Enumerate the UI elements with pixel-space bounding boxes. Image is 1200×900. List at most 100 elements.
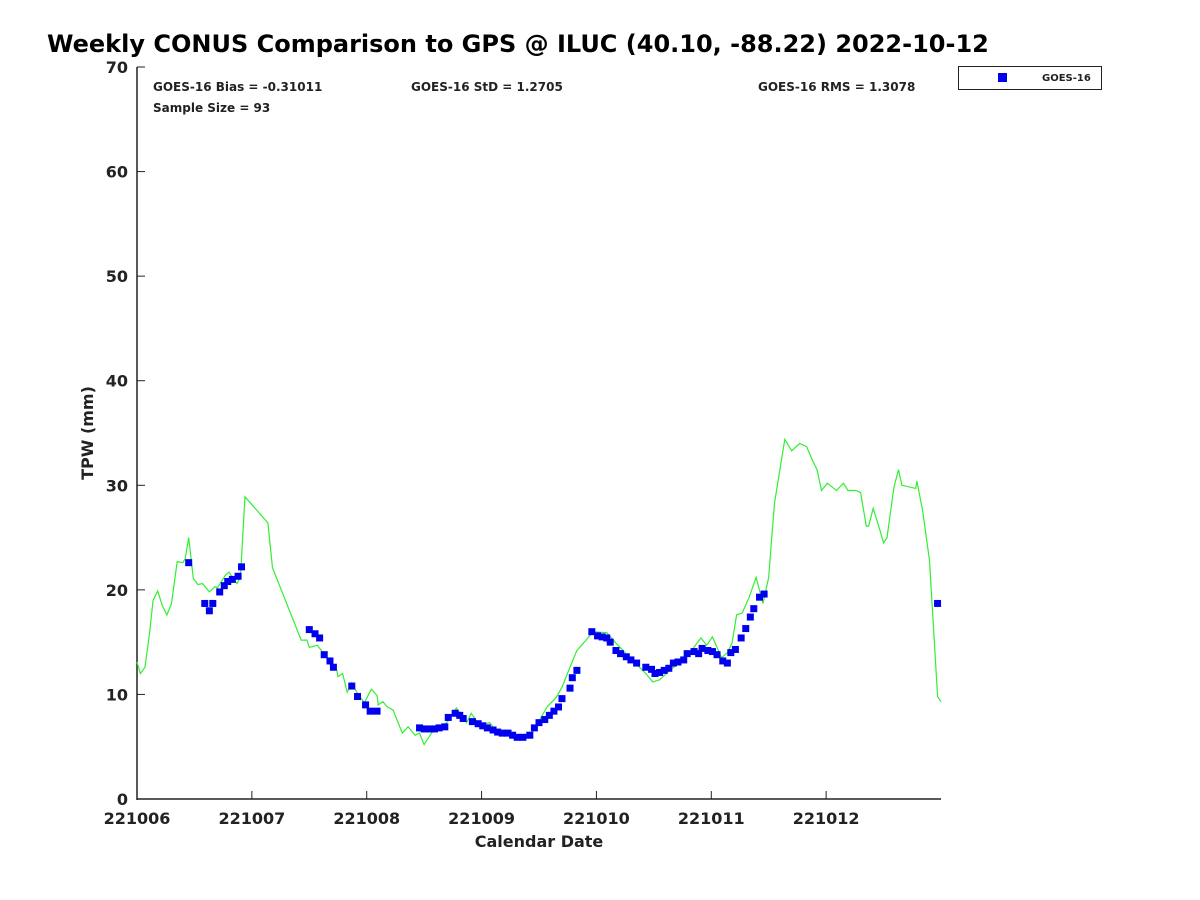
- goes-point: [683, 650, 691, 658]
- goes-point: [566, 684, 574, 692]
- x-tick-label: 221007: [218, 809, 285, 828]
- std-stat: GOES-16 StD = 1.2705: [411, 80, 563, 94]
- goes-point: [550, 707, 558, 715]
- x-tick-label: 221012: [793, 809, 860, 828]
- goes-point: [504, 729, 512, 737]
- x-tick-label: 221006: [104, 809, 171, 828]
- sample-size-stat: Sample Size = 93: [153, 101, 270, 115]
- goes-point: [723, 659, 731, 667]
- goes-point: [216, 588, 224, 596]
- goes-point: [541, 716, 549, 724]
- goes-point: [513, 733, 521, 741]
- goes-point: [695, 650, 703, 658]
- goes-point: [698, 644, 706, 652]
- gps-line: [136, 437, 942, 746]
- goes-point: [416, 724, 424, 732]
- goes-point: [648, 665, 656, 673]
- goes-point: [731, 645, 739, 653]
- goes-point: [348, 682, 356, 690]
- goes-point: [498, 729, 506, 737]
- goes-point: [326, 657, 334, 665]
- goes-point: [468, 718, 476, 726]
- goes-point: [234, 572, 242, 580]
- goes-point: [329, 663, 337, 671]
- goes-point: [479, 722, 487, 730]
- goes-point: [441, 723, 449, 731]
- x-tick-label: 221009: [448, 809, 515, 828]
- goes-point: [617, 650, 625, 658]
- goes-point: [444, 713, 452, 721]
- goes-point: [588, 628, 596, 636]
- goes-point: [366, 707, 374, 715]
- goes-point: [656, 668, 664, 676]
- goes-point: [426, 725, 434, 733]
- goes-point: [459, 714, 467, 722]
- goes-point: [760, 590, 768, 598]
- goes-point: [354, 693, 362, 701]
- x-axis-label: Calendar Date: [475, 832, 604, 851]
- goes-point: [669, 659, 677, 667]
- goes-point: [305, 626, 313, 634]
- y-tick-label: 60: [106, 163, 128, 182]
- goes-point: [316, 634, 324, 642]
- goes-point: [373, 707, 381, 715]
- goes-point: [509, 731, 517, 739]
- goes-point: [362, 701, 370, 709]
- goes-point: [627, 656, 635, 664]
- goes-point: [660, 666, 668, 674]
- goes-point: [451, 709, 459, 717]
- y-tick-label: 70: [106, 58, 128, 77]
- goes-point: [558, 695, 566, 703]
- goes-point: [690, 648, 698, 656]
- legend-box: [958, 66, 1102, 90]
- goes-point: [737, 634, 745, 642]
- goes-point: [606, 638, 614, 646]
- gps-series: [136, 437, 942, 746]
- x-tick-label: 221011: [678, 809, 745, 828]
- goes-point: [742, 625, 750, 633]
- goes-point: [680, 656, 688, 664]
- goes-point: [603, 634, 611, 642]
- y-tick-label: 30: [106, 476, 128, 495]
- goes-point: [526, 731, 534, 739]
- goes-point: [674, 658, 682, 666]
- chart-title: Weekly CONUS Comparison to GPS @ ILUC (4…: [47, 30, 989, 58]
- goes-point: [228, 575, 236, 583]
- goes-point: [489, 726, 497, 734]
- goes-point: [746, 613, 754, 621]
- goes-point: [713, 651, 721, 659]
- y-tick-label: 10: [106, 685, 128, 704]
- goes-point: [704, 647, 712, 655]
- goes-point: [494, 728, 502, 736]
- goes-point: [545, 711, 553, 719]
- goes-point: [530, 724, 538, 732]
- goes-point: [205, 607, 213, 615]
- goes-point: [220, 582, 228, 590]
- goes-point: [555, 703, 563, 711]
- goes-point: [201, 599, 209, 607]
- legend-label: GOES-16: [1042, 73, 1091, 84]
- goes-point: [311, 630, 319, 638]
- goes-point: [209, 599, 217, 607]
- goes-point: [430, 725, 438, 733]
- goes-point: [519, 733, 527, 741]
- goes-point: [708, 648, 716, 656]
- goes-point: [568, 674, 576, 682]
- legend: GOES-16: [958, 66, 1102, 90]
- y-axis-label: TPW (mm): [78, 386, 97, 480]
- goes-point: [750, 605, 758, 613]
- goes-point: [320, 651, 328, 659]
- goes-point: [535, 719, 543, 727]
- y-tick-label: 20: [106, 581, 128, 600]
- goes-series: [185, 559, 942, 741]
- goes-point: [474, 720, 482, 728]
- goes-point: [622, 653, 630, 661]
- goes-point: [665, 664, 673, 672]
- axes: 0 10 20 30 40 50 60 70 221006 221007 221008 221009 2…: [104, 58, 941, 828]
- y-tick-label: 50: [106, 267, 128, 286]
- goes-point: [727, 649, 735, 657]
- goes-point: [238, 563, 246, 571]
- y-tick-label: 0: [117, 790, 128, 809]
- goes-point: [594, 632, 602, 640]
